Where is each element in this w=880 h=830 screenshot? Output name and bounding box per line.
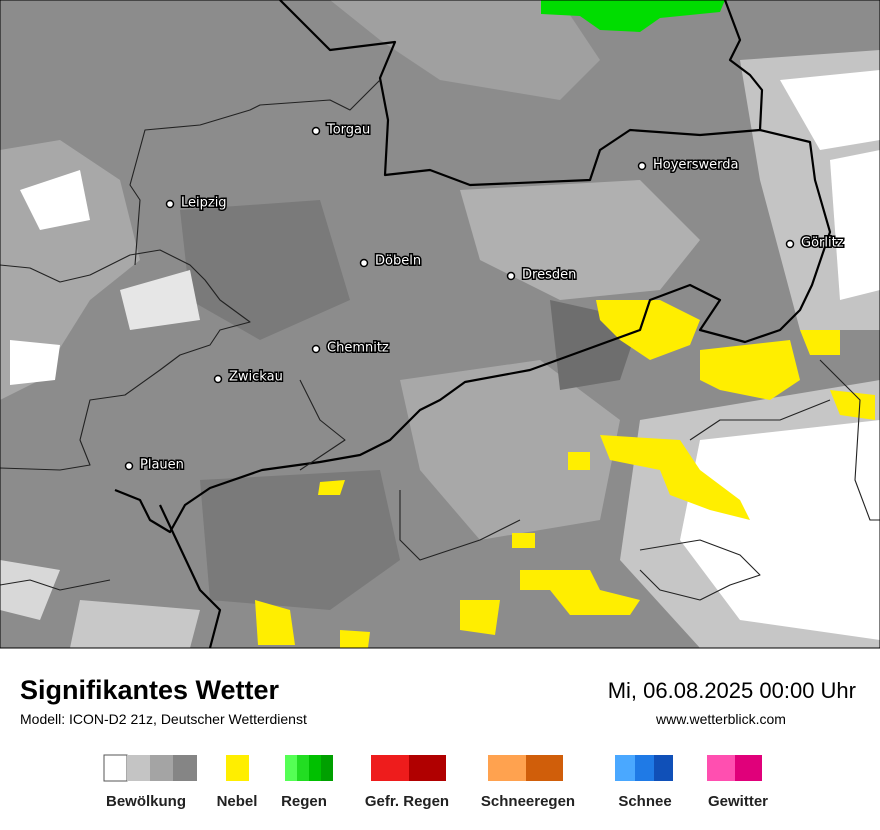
title: Signifikantes Wetter	[20, 675, 280, 705]
legend-label: Gefr. Regen	[365, 793, 449, 810]
legend-label: Nebel	[217, 793, 258, 810]
city-label: Torgau	[326, 123, 370, 138]
legend-label: Bewölkung	[106, 793, 186, 810]
city-label: Chemnitz	[327, 341, 389, 356]
city-label: Leipzig	[181, 196, 227, 211]
city-label: Zwickau	[229, 370, 283, 385]
legend: Bewölkung Nebel Regen Gefr. Regen Schnee…	[103, 754, 768, 810]
datetime: Mi, 06.08.2025 00:00 Uhr	[608, 678, 856, 703]
cities: Torgau Hoyerswerda Leipzig Görlitz Döbel…	[124, 121, 845, 474]
city-label: Plauen	[140, 458, 184, 473]
header: Signifikantes Wetter Modell: ICON-D2 21z…	[20, 675, 856, 727]
legend-label: Regen	[281, 793, 327, 810]
website: www.wetterblick.com	[655, 711, 786, 727]
legend-label: Schneeregen	[481, 793, 575, 810]
city-label: Dresden	[522, 268, 576, 283]
city-label: Döbeln	[375, 254, 421, 269]
legend-label: Gewitter	[708, 793, 768, 810]
city-label: Görlitz	[801, 236, 844, 251]
map	[0, 0, 880, 649]
legend-label: Schnee	[618, 793, 671, 810]
city-label: Hoyerswerda	[653, 158, 739, 173]
subtitle: Modell: ICON-D2 21z, Deutscher Wetterdie…	[20, 711, 307, 727]
